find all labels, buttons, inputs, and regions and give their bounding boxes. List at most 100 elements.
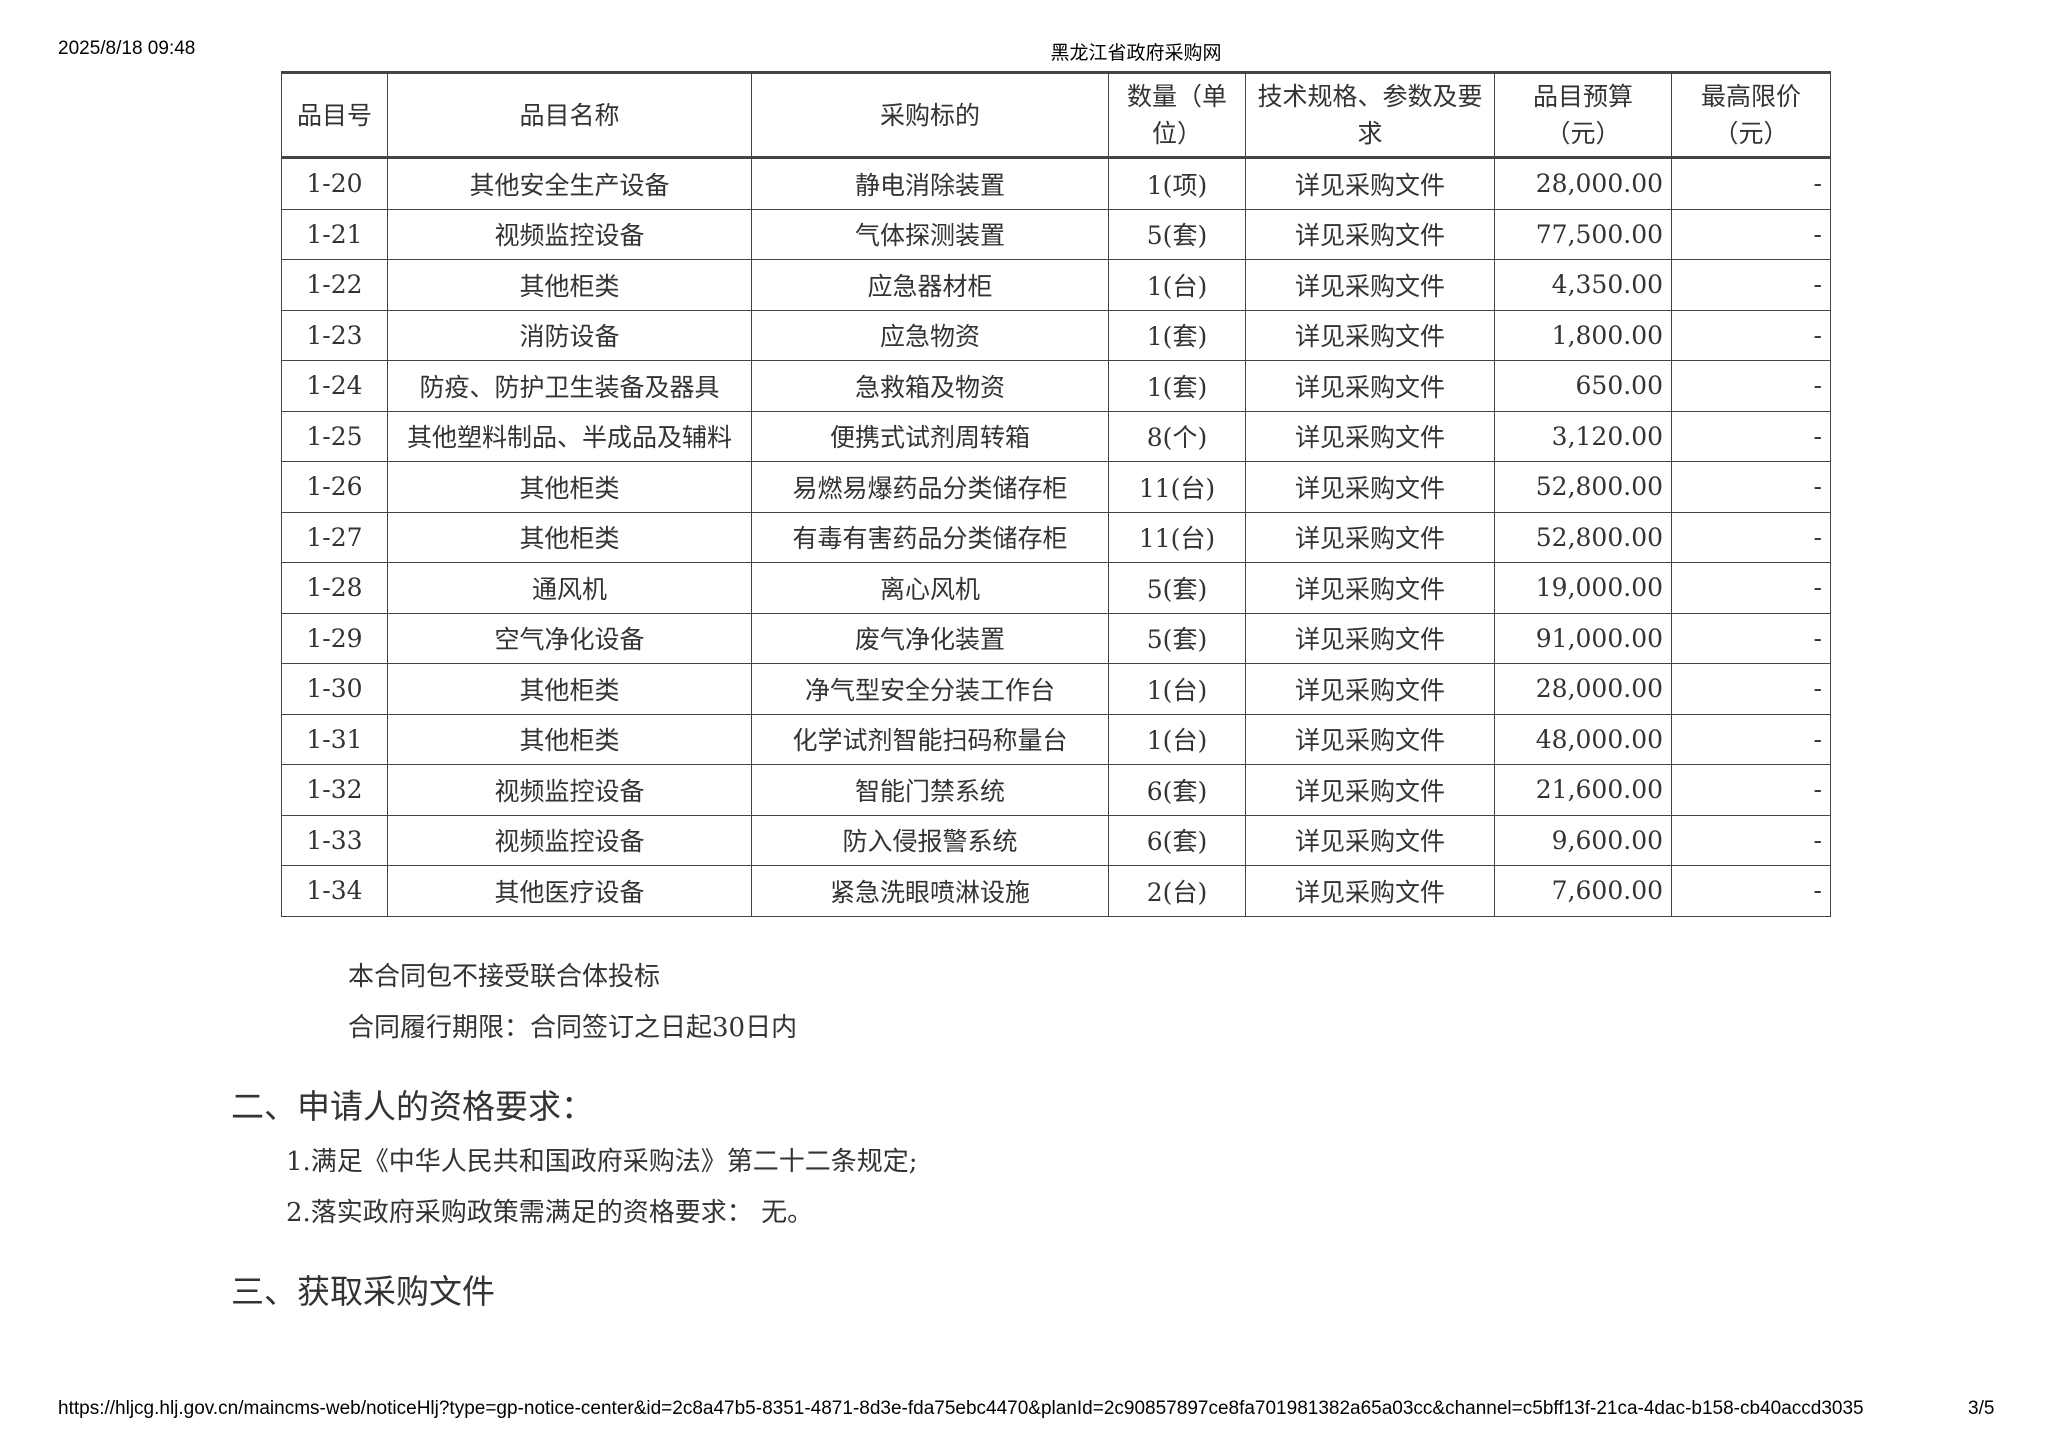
table-cell: 其他柜类 xyxy=(387,713,752,765)
table-cell: 废气净化装置 xyxy=(751,612,1109,664)
table-cell: 其他安全生产设备 xyxy=(387,157,752,210)
table-cell: 详见采购文件 xyxy=(1245,157,1495,210)
table-cell: 详见采购文件 xyxy=(1245,208,1495,260)
table-cell: 1-20 xyxy=(281,157,388,210)
table-cell: 有毒有害药品分类储存柜 xyxy=(751,511,1109,563)
table-row: 1-21 视频监控设备 气体探测装置 5(套) 详见采购文件 77,500.00- xyxy=(281,208,1831,260)
table-cell: 28,000.00 xyxy=(1494,663,1672,715)
table-cell: 详见采购文件 xyxy=(1245,663,1495,715)
table-cell: 3,120.00 xyxy=(1494,410,1672,462)
table-cell: 48,000.00 xyxy=(1494,713,1672,765)
consortium-note: 本合同包不接受联合体投标 xyxy=(348,962,661,992)
table-cell: - xyxy=(1671,208,1831,260)
table-cell: 1-28 xyxy=(281,562,388,614)
table-cell: 详见采购文件 xyxy=(1245,562,1495,614)
column-header: 最高限价（元） xyxy=(1671,71,1831,159)
table-cell: 1,800.00 xyxy=(1494,309,1672,361)
table-row: 1-22 其他柜类 应急器材柜 1(台) 详见采购文件 4,350.00- xyxy=(281,259,1831,311)
table-cell: 离心风机 xyxy=(751,562,1109,614)
table-cell: 净气型安全分装工作台 xyxy=(751,663,1109,715)
table-cell: 1(台) xyxy=(1108,663,1246,715)
table-cell: - xyxy=(1671,562,1831,614)
column-header: 技术规格、参数及要求 xyxy=(1245,71,1495,159)
table-cell: 详见采购文件 xyxy=(1245,865,1495,917)
table-cell: 视频监控设备 xyxy=(387,814,752,866)
table-cell: - xyxy=(1671,511,1831,563)
table-cell: 详见采购文件 xyxy=(1245,511,1495,563)
table-header-row: 品目号 品目名称 采购标的 数量（单位） 技术规格、参数及要求 品目预算（元） 最高限价（元… xyxy=(281,71,1831,159)
table-cell: 5(套) xyxy=(1108,612,1246,664)
table-cell: - xyxy=(1671,157,1831,210)
column-header: 采购标的 xyxy=(751,71,1109,159)
table-cell: 52,800.00 xyxy=(1494,461,1672,513)
table-cell: 7,600.00 xyxy=(1494,865,1672,917)
table-cell: - xyxy=(1671,764,1831,816)
table-cell: 19,000.00 xyxy=(1494,562,1672,614)
column-header: 品目号 xyxy=(281,71,388,159)
section-heading-obtain-documents: 三、获取采购文件 xyxy=(231,1272,495,1311)
table-cell: 应急器材柜 xyxy=(751,259,1109,311)
table-cell: 5(套) xyxy=(1108,562,1246,614)
table-cell: 1-31 xyxy=(281,713,388,765)
table-cell: 详见采购文件 xyxy=(1245,461,1495,513)
table-cell: 通风机 xyxy=(387,562,752,614)
table-cell: 应急物资 xyxy=(751,309,1109,361)
table-cell: 4,350.00 xyxy=(1494,259,1672,311)
site-title: 黑龙江省政府采购网 xyxy=(1050,43,1222,64)
section-heading-qualifications: 二、申请人的资格要求： xyxy=(231,1087,594,1126)
table-cell: 6(套) xyxy=(1108,814,1246,866)
table-cell: 11(台) xyxy=(1108,511,1246,563)
table-cell: 详见采购文件 xyxy=(1245,309,1495,361)
table-cell: - xyxy=(1671,713,1831,765)
table-row: 1-30 其他柜类 净气型安全分装工作台 1(台) 详见采购文件 28,000.00- xyxy=(281,663,1831,715)
table-cell: 1-22 xyxy=(281,259,388,311)
table-cell: - xyxy=(1671,259,1831,311)
table-cell: 其他柜类 xyxy=(387,259,752,311)
table-cell: 1-33 xyxy=(281,814,388,866)
table-cell: 详见采购文件 xyxy=(1245,764,1495,816)
table-cell: 5(套) xyxy=(1108,208,1246,260)
table-cell: 6(套) xyxy=(1108,764,1246,816)
table-cell: 650.00 xyxy=(1494,360,1672,412)
table-cell: 1-25 xyxy=(281,410,388,462)
table-cell: 1-21 xyxy=(281,208,388,260)
table-row: 1-28 通风机 离心风机 5(套) 详见采购文件 19,000.00- xyxy=(281,562,1831,614)
table-cell: 9,600.00 xyxy=(1494,814,1672,866)
table-cell: 详见采购文件 xyxy=(1245,612,1495,664)
table-cell: 其他柜类 xyxy=(387,461,752,513)
table-cell: - xyxy=(1671,461,1831,513)
table-row: 1-26 其他柜类 易燃易爆药品分类储存柜 11(台) 详见采购文件 52,800.00- xyxy=(281,461,1831,513)
table-cell: 气体探测装置 xyxy=(751,208,1109,260)
table-cell: 便携式试剂周转箱 xyxy=(751,410,1109,462)
procurement-items-table: 品目号 品目名称 采购标的 数量（单位） 技术规格、参数及要求 品目预算（元） 最高限价（元… xyxy=(281,71,1831,917)
table-cell: 1(项) xyxy=(1108,157,1246,210)
table-cell: 28,000.00 xyxy=(1494,157,1672,210)
table-cell: 77,500.00 xyxy=(1494,208,1672,260)
table-cell: - xyxy=(1671,814,1831,866)
table-cell: 1(台) xyxy=(1108,259,1246,311)
table-cell: 急救箱及物资 xyxy=(751,360,1109,412)
table-row: 1-27 其他柜类 有毒有害药品分类储存柜 11(台) 详见采购文件 52,800.00- xyxy=(281,511,1831,563)
table-cell: 防疫、防护卫生装备及器具 xyxy=(387,360,752,412)
table-row: 1-24 防疫、防护卫生装备及器具 急救箱及物资 1(套) 详见采购文件 650.00- xyxy=(281,360,1831,412)
table-cell: 91,000.00 xyxy=(1494,612,1672,664)
contract-period: 合同履行期限：合同签订之日起30日内 xyxy=(348,1013,798,1043)
table-cell: 1-27 xyxy=(281,511,388,563)
table-cell: 1-34 xyxy=(281,865,388,917)
table-cell: 视频监控设备 xyxy=(387,764,752,816)
table-cell: 1-30 xyxy=(281,663,388,715)
table-cell: - xyxy=(1671,360,1831,412)
table-cell: 1-26 xyxy=(281,461,388,513)
column-header: 数量（单位） xyxy=(1108,71,1246,159)
page-url: https://hljcg.hlj.gov.cn/maincms-web/not… xyxy=(58,1398,1864,1419)
table-cell: 1(套) xyxy=(1108,360,1246,412)
table-cell: 详见采购文件 xyxy=(1245,259,1495,311)
table-cell: 1-24 xyxy=(281,360,388,412)
page-number: 3/5 xyxy=(1968,1398,1995,1419)
table-cell: 52,800.00 xyxy=(1494,511,1672,563)
table-cell: 其他柜类 xyxy=(387,663,752,715)
table-row: 1-20 其他安全生产设备 静电消除装置 1(项) 详见采购文件 28,000.00- xyxy=(281,157,1831,210)
table-cell: 21,600.00 xyxy=(1494,764,1672,816)
table-cell: 空气净化设备 xyxy=(387,612,752,664)
